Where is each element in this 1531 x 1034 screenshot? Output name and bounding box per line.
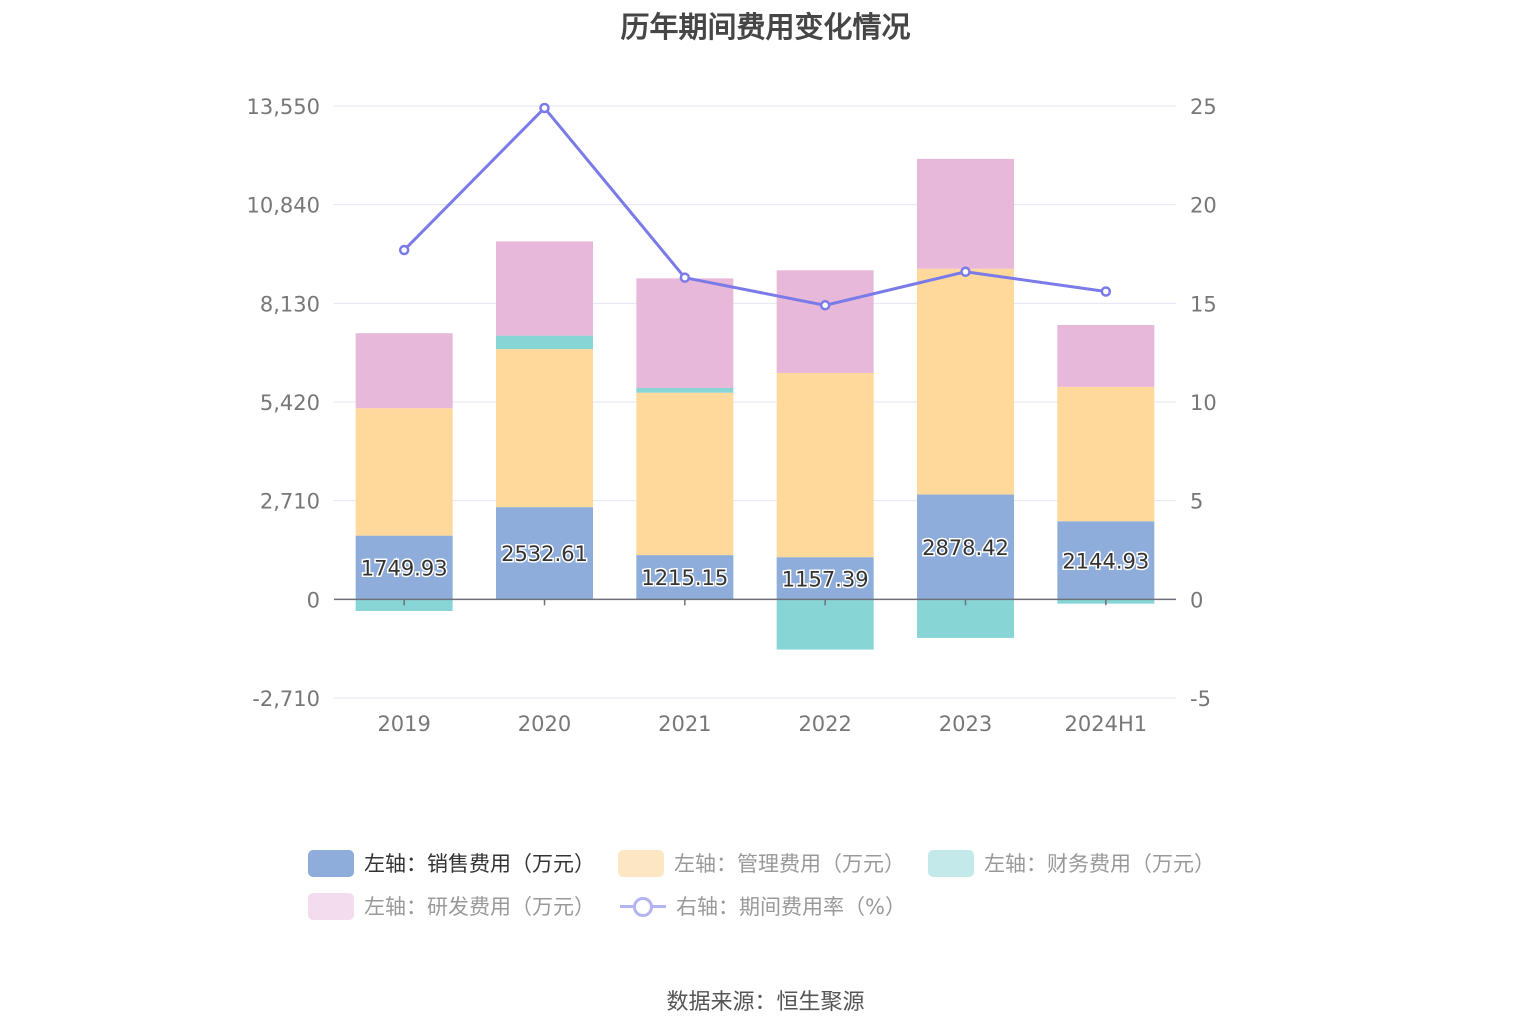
bar-2023-series-0 xyxy=(917,494,1014,600)
rate-point xyxy=(539,102,550,114)
legend-item-admin[interactable]: 左轴：管理费用（万元） xyxy=(618,848,905,878)
rate-line-group xyxy=(398,102,1112,311)
left-axis-tick-label: -2,710 xyxy=(252,687,320,711)
legend-item-sales[interactable]: 左轴：销售费用（万元） xyxy=(308,848,595,878)
left-axis-tick-label: 0 xyxy=(307,588,320,612)
bar-2019-series-1 xyxy=(355,408,453,536)
rate-point xyxy=(398,244,410,256)
legend-label-admin: 左轴：管理费用（万元） xyxy=(674,852,905,876)
legend-label-sales: 左轴：销售费用（万元） xyxy=(364,852,595,876)
right-axis-tick-label: 5 xyxy=(1190,490,1203,514)
bar-2022-series-0 xyxy=(776,557,874,600)
bar-2024H1-series-1 xyxy=(1057,386,1155,522)
bar-2019-series-0 xyxy=(355,535,453,600)
legend-line-icon xyxy=(620,893,666,920)
legend-swatch-rd xyxy=(308,892,354,920)
right-axis-tick-label: 25 xyxy=(1190,95,1217,119)
source-note: 数据来源：恒生聚源 xyxy=(666,990,865,1015)
data-label: 2532.61 xyxy=(501,542,588,566)
rate-point xyxy=(1100,286,1112,297)
x-axis-tick-label: 2021 xyxy=(658,712,711,736)
right-axis-tick-label: -5 xyxy=(1190,687,1211,711)
bar-2021-series-0 xyxy=(636,555,734,600)
bar-2021-series-1 xyxy=(636,392,734,556)
x-axis-tick-label: 2020 xyxy=(518,712,571,736)
rate-point xyxy=(960,266,971,278)
legend-item-rd[interactable]: 左轴：研发费用（万元） xyxy=(308,891,595,921)
left-axis-tick-label: 2,710 xyxy=(260,490,320,514)
data-label: 1749.93 xyxy=(361,556,448,580)
chart-title: 历年期间费用变化情况 xyxy=(620,10,911,44)
x-axis-tick-label: 2022 xyxy=(798,712,851,736)
bar-2022-series-2 xyxy=(776,599,874,650)
data-label: 2878.42 xyxy=(922,536,1009,560)
bar-2022-series-1 xyxy=(776,372,874,558)
legend-label-rd: 左轴：研发费用（万元） xyxy=(364,895,595,919)
right-axis-tick-label: 10 xyxy=(1190,391,1217,415)
x-axis-tick-label: 2023 xyxy=(939,712,992,736)
rate-point xyxy=(819,300,831,311)
rate-point xyxy=(679,272,691,283)
data-label: 2144.93 xyxy=(1062,549,1149,573)
bar-2020-series-3 xyxy=(496,241,593,336)
bar-2024H1-series-3 xyxy=(1057,324,1155,387)
left-axis-tick-label: 5,420 xyxy=(260,391,320,415)
legend-swatch-finance xyxy=(928,849,974,877)
x-axis-tick-label: 2024H1 xyxy=(1065,712,1148,736)
bar-2020-series-2 xyxy=(496,335,593,350)
bar-2022-series-3 xyxy=(776,270,874,373)
bar-2019-series-3 xyxy=(355,333,453,409)
bar-2023-series-2 xyxy=(917,599,1014,638)
x-axis-tick-label: 2019 xyxy=(377,712,430,736)
bar-2021-series-2 xyxy=(636,387,734,393)
data-label: 1157.39 xyxy=(782,567,869,591)
legend-label-rate: 右轴：期间费用率（%） xyxy=(676,895,906,919)
legend-label-finance: 左轴：财务费用（万元） xyxy=(984,852,1215,876)
legend-item-finance[interactable]: 左轴：财务费用（万元） xyxy=(928,848,1215,878)
data-labels: 1749.93 2532.61 1215.15 1157.39 2878.42 2144.… xyxy=(359,534,1151,592)
right-axis-tick-label: 0 xyxy=(1190,588,1203,612)
left-axis-tick-label: 13,550 xyxy=(247,95,320,119)
legend-item-rate[interactable]: 右轴：期间费用率（%） xyxy=(620,891,906,921)
legend-swatch-sales xyxy=(308,849,354,877)
right-axis-tick-label: 20 xyxy=(1190,194,1217,218)
data-label: 1215.15 xyxy=(641,566,728,590)
bar-2023-series-1 xyxy=(917,268,1014,495)
rate-line xyxy=(403,105,1107,307)
right-axis-tick-label: 15 xyxy=(1190,292,1217,316)
legend-swatch-admin xyxy=(618,849,664,877)
bar-group xyxy=(355,158,1155,650)
bar-2020-series-0 xyxy=(496,507,593,600)
axis-tick-labels: 13,550 25 10,840 20 8,130 15 5,420 10 2,710 5 0 0 -2… xyxy=(247,95,1217,736)
x-axis xyxy=(334,598,1176,606)
left-axis-tick-label: 10,840 xyxy=(247,194,320,218)
bar-2023-series-3 xyxy=(917,158,1014,269)
bar-2024H1-series-0 xyxy=(1057,521,1155,600)
left-axis-tick-label: 8,130 xyxy=(260,292,320,316)
bar-2020-series-1 xyxy=(496,349,593,508)
bar-2021-series-3 xyxy=(636,278,734,388)
